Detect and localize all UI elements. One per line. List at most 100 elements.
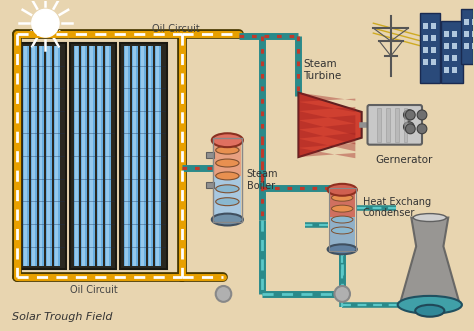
Bar [31,46,36,266]
Text: Oil Circuit: Oil Circuit [70,285,118,295]
Bar [89,46,95,266]
Ellipse shape [212,133,243,147]
Bar [441,21,463,83]
Bar [445,55,449,61]
FancyBboxPatch shape [329,190,355,216]
FancyBboxPatch shape [329,216,355,249]
Text: Gernerator: Gernerator [376,155,433,165]
Bar [38,46,45,266]
Bar [403,108,408,142]
Ellipse shape [328,244,357,254]
Bar [82,46,85,266]
Bar [155,46,161,266]
Bar [464,43,469,49]
Polygon shape [299,148,356,158]
Circle shape [216,286,231,302]
FancyBboxPatch shape [367,105,422,145]
Bar [472,43,474,49]
Bar [445,31,449,37]
Polygon shape [299,129,356,144]
Ellipse shape [216,172,239,180]
Bar [395,108,399,142]
Bar [55,46,58,266]
Bar [54,46,60,266]
Bar [97,46,103,266]
Bar [472,31,474,37]
Bar [464,19,469,25]
Ellipse shape [413,213,447,221]
Ellipse shape [212,213,243,225]
Bar [206,152,214,158]
FancyBboxPatch shape [70,43,117,269]
Text: Heat Exchang
Condenser: Heat Exchang Condenser [363,197,431,218]
Circle shape [335,286,350,302]
Polygon shape [299,102,356,112]
FancyBboxPatch shape [214,140,241,176]
Bar [461,9,473,64]
Polygon shape [299,93,356,102]
Circle shape [417,124,427,134]
Text: Steam
Boiler: Steam Boiler [247,169,278,191]
Bar [431,23,436,29]
Bar [431,35,436,41]
Bar [431,47,436,53]
Text: Steam
Turbine: Steam Turbine [303,59,342,81]
Ellipse shape [398,296,462,314]
Circle shape [403,122,413,132]
Circle shape [405,124,415,134]
Bar [472,19,474,25]
Bar [452,55,457,61]
Bar [452,31,457,37]
Circle shape [403,110,413,120]
Circle shape [404,122,414,132]
Ellipse shape [328,184,357,196]
Ellipse shape [331,205,353,212]
Polygon shape [299,139,356,151]
Bar [24,46,27,266]
Bar [124,46,130,266]
Ellipse shape [331,194,353,201]
Circle shape [404,110,414,120]
Bar [420,13,439,83]
Bar [148,46,152,266]
Bar [141,46,144,266]
Ellipse shape [415,305,445,317]
Bar [147,46,154,266]
Bar [98,46,101,266]
Bar [464,31,469,37]
Bar [140,46,146,266]
Bar [423,59,428,65]
Ellipse shape [216,146,239,154]
Circle shape [32,9,59,37]
Ellipse shape [331,227,353,234]
Polygon shape [299,120,356,135]
Bar [452,67,457,73]
Bar [156,46,159,266]
Bar [431,59,436,65]
Bar [328,188,356,251]
Polygon shape [400,217,460,305]
Bar [423,47,428,53]
Bar [73,46,80,266]
Bar [377,108,381,142]
Bar [133,46,136,266]
Circle shape [417,110,427,120]
Text: Solar Trough Field: Solar Trough Field [12,312,112,322]
Bar [423,35,428,41]
Bar [82,46,87,266]
Bar [23,46,29,266]
Ellipse shape [216,198,239,206]
Ellipse shape [331,216,353,223]
Bar [46,46,52,266]
Polygon shape [299,111,356,124]
Ellipse shape [216,185,239,193]
Bar [213,138,242,221]
Bar [125,46,128,266]
FancyBboxPatch shape [120,43,167,269]
Bar [132,46,138,266]
FancyBboxPatch shape [19,43,66,269]
Bar [386,108,390,142]
Bar [445,67,449,73]
Bar [105,46,110,266]
Bar [452,43,457,49]
